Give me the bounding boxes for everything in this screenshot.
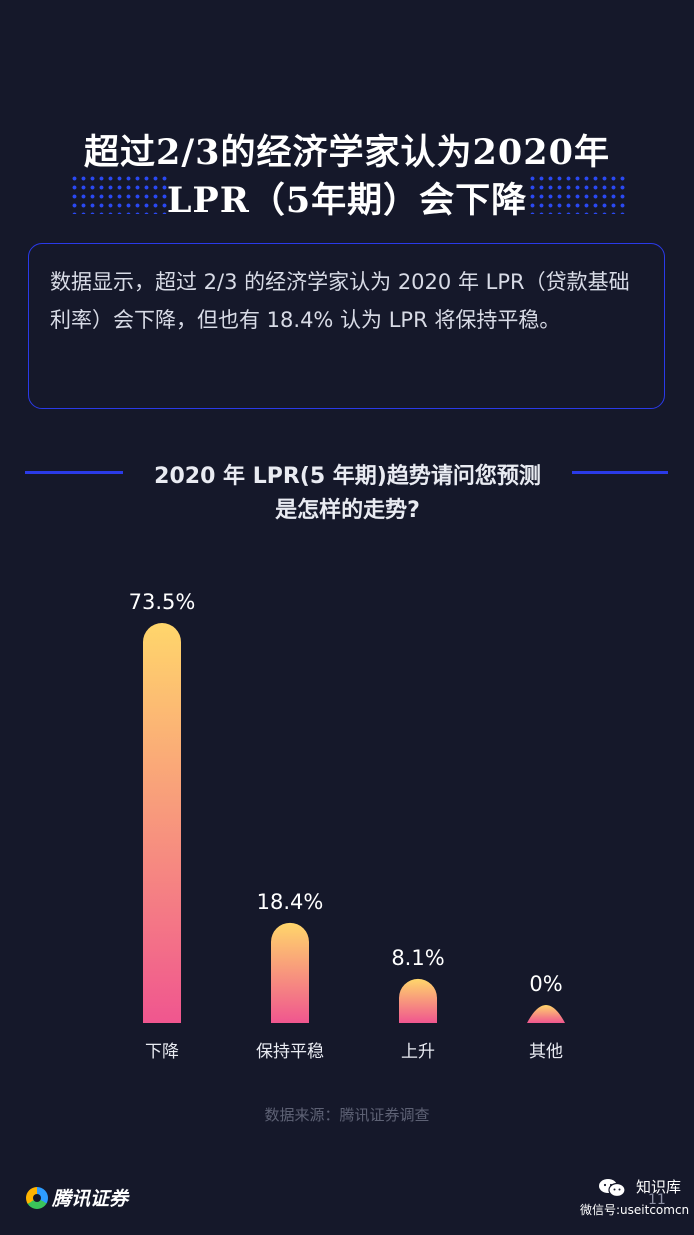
page-title-line-1: 超过2/3的经济学家认为2020年 bbox=[84, 132, 610, 173]
chart-title-line-1: 2020 年 LPR(5 年期)趋势请问您预测 bbox=[154, 464, 541, 489]
brand-logo: 腾讯证券 bbox=[26, 1184, 128, 1211]
data-label: 73.5% bbox=[129, 590, 196, 614]
brand-logo-text: 腾讯证券 bbox=[52, 1188, 129, 1210]
category-label: 上升 bbox=[401, 1042, 435, 1062]
bar-下降 bbox=[143, 623, 181, 1023]
decorative-dots-right bbox=[528, 174, 628, 214]
chart-title-line-2: 是怎样的走势? bbox=[275, 498, 420, 523]
summary-text: 数据显示，超过 2/3 的经济学家认为 2020 年 LPR（贷款基础利率）会下… bbox=[50, 270, 630, 332]
page-number: 11 bbox=[648, 1192, 666, 1208]
watermark-title: 知识库 bbox=[636, 1178, 682, 1196]
decorative-dots-left bbox=[70, 174, 170, 214]
data-label: 18.4% bbox=[257, 890, 324, 914]
subhead-divider-right bbox=[572, 471, 668, 474]
data-label: 8.1% bbox=[391, 946, 444, 970]
bar-上升 bbox=[399, 978, 437, 1023]
bar-chart: 73.5% 下降 18.4% 保持平稳 8.1% 上升 0% 其他 bbox=[129, 590, 565, 1062]
category-label: 保持平稳 bbox=[256, 1042, 324, 1062]
category-label: 下降 bbox=[145, 1042, 179, 1062]
tencent-logo-icon bbox=[26, 1186, 48, 1209]
bar-其他 bbox=[527, 1005, 565, 1023]
bar-保持平稳 bbox=[271, 922, 309, 1023]
data-label: 0% bbox=[529, 972, 562, 996]
page-title-line-2: LPR（5年期）会下降 bbox=[166, 180, 528, 221]
subhead-divider-left bbox=[25, 471, 123, 474]
wechat-icon bbox=[599, 1179, 626, 1198]
data-source: 数据来源：腾讯证券调查 bbox=[264, 1106, 430, 1124]
category-label: 其他 bbox=[529, 1042, 563, 1062]
watermark-id: 微信号:useitcomcn bbox=[580, 1203, 690, 1217]
summary-box bbox=[28, 243, 665, 409]
